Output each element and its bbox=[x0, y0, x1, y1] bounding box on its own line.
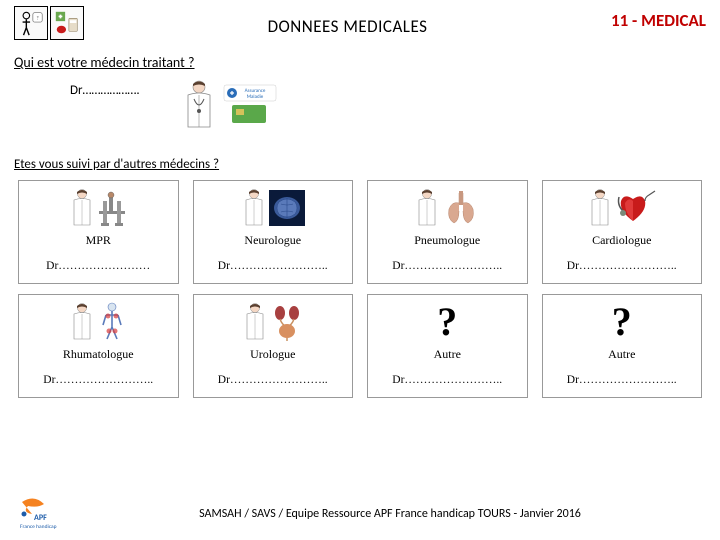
spec-dr: Dr…………………….. bbox=[392, 362, 502, 386]
card-neurologue: Neurologue Dr…………………….. bbox=[193, 180, 354, 284]
spec-dr: Dr…………………….. bbox=[392, 248, 502, 272]
mpr-icon bbox=[69, 185, 127, 231]
urologue-icon bbox=[242, 299, 304, 345]
treating-doctor-row: Dr………………. AssuranceMaladie bbox=[0, 71, 720, 133]
person-pictogram-icon: ? bbox=[14, 6, 48, 40]
card-pneumologue: Pneumologue Dr…………………….. bbox=[367, 180, 528, 284]
spec-name: MPR bbox=[86, 231, 111, 248]
svg-text:France handicap: France handicap bbox=[20, 524, 57, 530]
spec-dr: Dr…………………….. bbox=[43, 362, 153, 386]
specialists-grid: MPR Dr…………………… Neurologue Dr…………………….. P… bbox=[0, 172, 720, 398]
header-icon-group: ? bbox=[14, 6, 84, 40]
svg-text:?: ? bbox=[36, 16, 38, 21]
question-treating-doctor: Qui est votre médecin traitant ? bbox=[0, 40, 720, 71]
card-autre-2: ? Autre Dr…………………….. bbox=[542, 294, 703, 398]
svg-text:Maladie: Maladie bbox=[246, 94, 263, 100]
header: ? DONNEES MEDICALES 11 - MEDICAL bbox=[0, 0, 720, 40]
page-title: DONNEES MEDICALES bbox=[84, 6, 611, 37]
spec-name: Pneumologue bbox=[414, 231, 480, 248]
question-mark-icon: ? bbox=[612, 299, 632, 345]
svg-text:APF: APF bbox=[34, 513, 47, 523]
rhumatologue-icon bbox=[69, 299, 127, 345]
card-mpr: MPR Dr…………………… bbox=[18, 180, 179, 284]
apf-logo-icon: APFFrance handicap bbox=[14, 496, 74, 532]
spec-name: Neurologue bbox=[244, 231, 301, 248]
spec-dr: Dr…………………….. bbox=[567, 362, 677, 386]
doctor-figure-icon: AssuranceMaladie bbox=[180, 77, 278, 133]
spec-name: Cardiologue bbox=[592, 231, 651, 248]
card-autre-1: ? Autre Dr…………………….. bbox=[367, 294, 528, 398]
footer-text: SAMSAH / SAVS / Equipe Ressource APF Fra… bbox=[74, 507, 706, 521]
footer: APFFrance handicap SAMSAH / SAVS / Equip… bbox=[0, 496, 720, 532]
card-cardiologue: Cardiologue Dr…………………….. bbox=[542, 180, 703, 284]
spec-name: Rhumatologue bbox=[63, 345, 134, 362]
question-other-doctors: Etes vous suivi par d'autres médecins ? bbox=[0, 133, 720, 172]
spec-dr: Dr…………………… bbox=[46, 248, 150, 272]
cardiologue-icon bbox=[587, 185, 657, 231]
treating-doctor-name: Dr………………. bbox=[70, 77, 140, 98]
medical-cross-icon bbox=[50, 6, 84, 40]
question-mark-icon: ? bbox=[437, 299, 457, 345]
spec-name: Autre bbox=[434, 345, 461, 362]
spec-dr: Dr…………………….. bbox=[218, 362, 328, 386]
card-urologue: Urologue Dr…………………….. bbox=[193, 294, 354, 398]
section-label: 11 - MEDICAL bbox=[611, 6, 706, 31]
spec-dr: Dr…………………….. bbox=[567, 248, 677, 272]
card-rhumatologue: Rhumatologue Dr…………………….. bbox=[18, 294, 179, 398]
spec-dr: Dr…………………….. bbox=[218, 248, 328, 272]
spec-name: Autre bbox=[608, 345, 635, 362]
neurologue-icon bbox=[241, 185, 305, 231]
pneumologue-icon bbox=[414, 185, 480, 231]
spec-name: Urologue bbox=[250, 345, 295, 362]
